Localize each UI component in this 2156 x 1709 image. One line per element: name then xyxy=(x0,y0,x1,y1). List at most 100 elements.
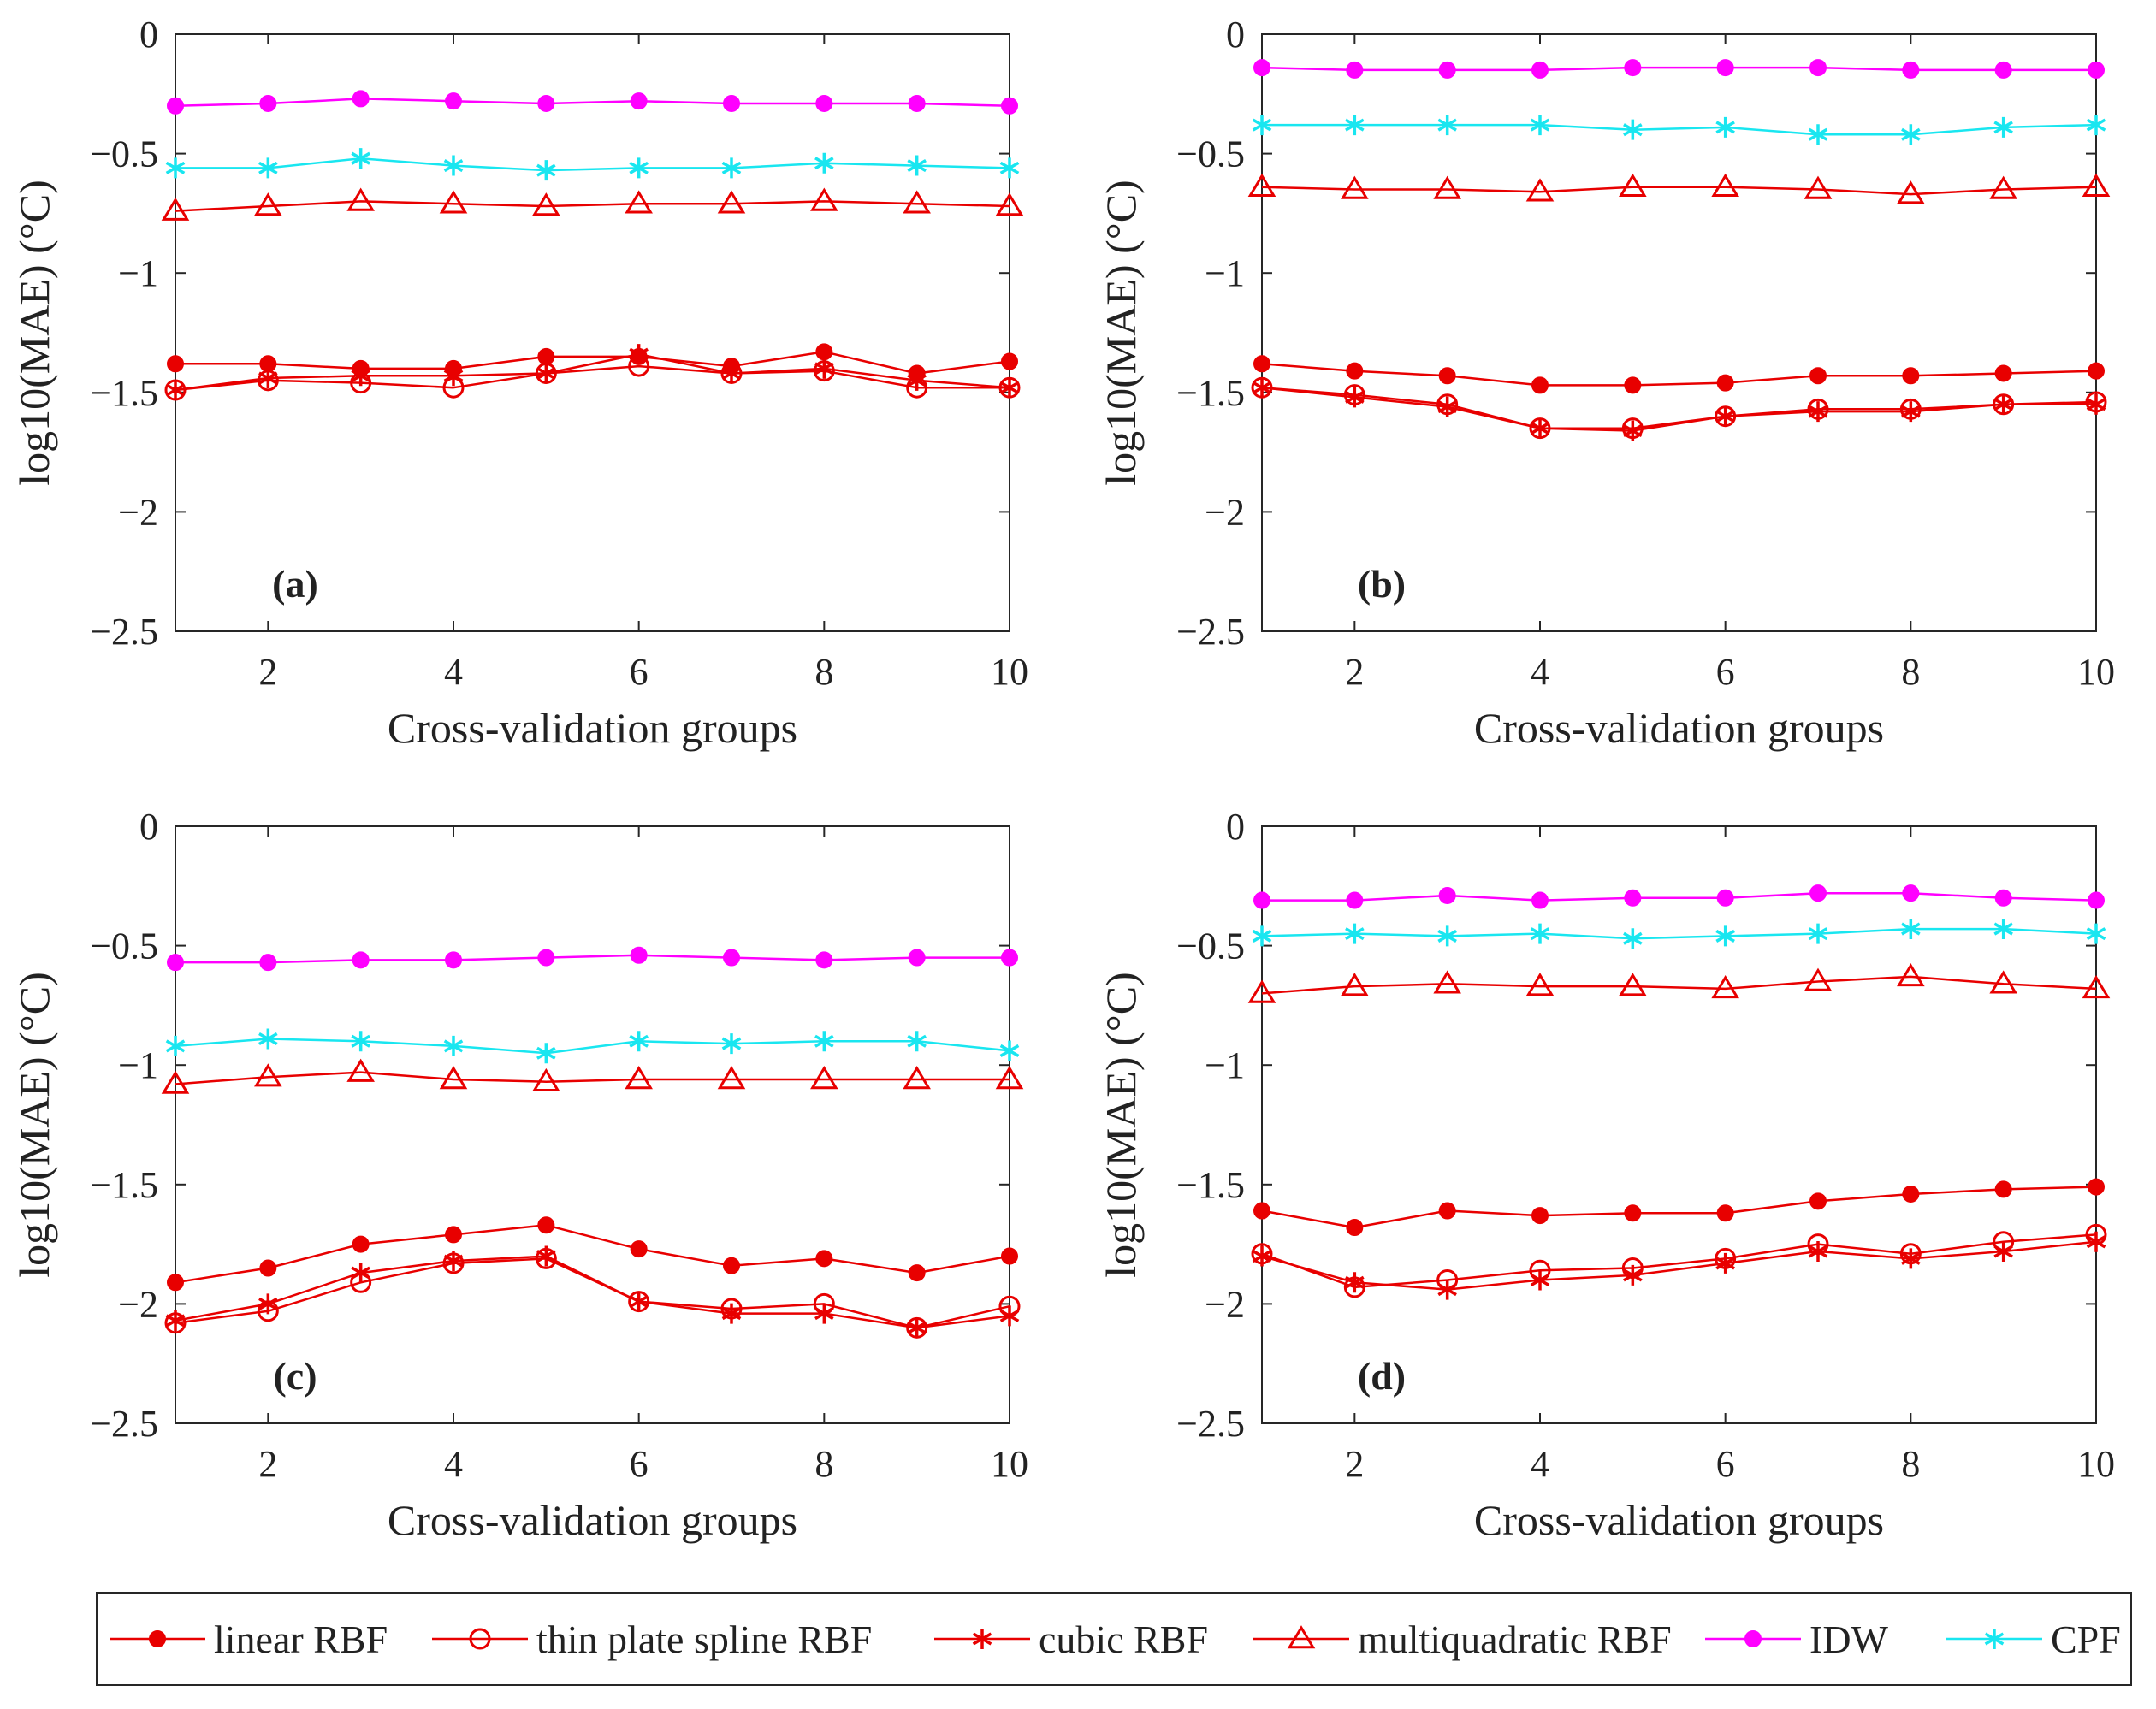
legend-marker xyxy=(1744,1630,1762,1647)
data-point xyxy=(1253,355,1270,373)
y-tick-label: −0.5 xyxy=(1176,133,1245,175)
data-point xyxy=(1897,962,1925,987)
data-point xyxy=(723,94,740,112)
data-point xyxy=(1994,1180,2012,1198)
legend-label: IDW xyxy=(1810,1617,1889,1661)
data-point xyxy=(815,343,833,361)
series-linear-rbf xyxy=(167,1216,1018,1292)
data-point xyxy=(1341,973,1369,996)
data-point xyxy=(443,1035,464,1056)
data-point xyxy=(1989,175,2017,199)
data-point xyxy=(1804,967,1833,991)
series-line xyxy=(175,1255,1010,1329)
data-point xyxy=(445,92,462,110)
data-point xyxy=(1993,393,2013,415)
data-point xyxy=(1902,61,1920,79)
x-tick-label: 4 xyxy=(1531,651,1549,693)
data-point xyxy=(630,1240,648,1258)
legend-label: cubic RBF xyxy=(1039,1617,1208,1661)
data-point xyxy=(1531,1207,1549,1225)
data-point xyxy=(537,94,555,112)
data-point xyxy=(1253,1202,1270,1220)
data-point xyxy=(258,1293,278,1315)
data-point xyxy=(723,1257,740,1274)
y-tick-label: 0 xyxy=(139,14,158,56)
data-point xyxy=(1624,1204,1642,1222)
y-tick-label: 0 xyxy=(1226,806,1245,848)
y-tick-label: −0.5 xyxy=(90,133,158,175)
x-tick-label: 8 xyxy=(1901,1443,1920,1485)
series-cubic-rbf xyxy=(165,1245,1020,1339)
data-point xyxy=(259,94,277,112)
data-point xyxy=(1711,974,1739,999)
data-point xyxy=(537,1216,555,1234)
data-point xyxy=(903,190,931,214)
legend-label: multiquadratic RBF xyxy=(1358,1617,1672,1661)
data-point xyxy=(1001,352,1018,370)
data-point xyxy=(1623,1264,1643,1286)
data-point xyxy=(814,1031,834,1052)
data-point xyxy=(167,954,184,972)
data-point xyxy=(254,1063,282,1087)
series-idw xyxy=(167,90,1018,115)
legend-item-cubic-rbf: cubic RBF xyxy=(934,1617,1208,1661)
data-point xyxy=(165,157,186,179)
data-point xyxy=(810,1066,838,1090)
data-point xyxy=(999,1305,1020,1327)
legend-marker xyxy=(972,1629,992,1649)
data-point xyxy=(999,157,1020,179)
data-point xyxy=(908,1264,926,1282)
data-point xyxy=(2086,115,2106,136)
data-point xyxy=(167,97,184,115)
x-tick-label: 2 xyxy=(258,651,277,693)
data-point xyxy=(1433,175,1461,199)
legend-marker xyxy=(1984,1629,2005,1649)
x-tick-label: 10 xyxy=(991,1443,1028,1485)
data-point xyxy=(161,197,190,221)
data-point xyxy=(1530,417,1550,439)
data-point xyxy=(259,1259,277,1277)
series-cpf xyxy=(165,148,1020,181)
data-point xyxy=(814,1303,834,1324)
y-tick-label: −2.5 xyxy=(1176,611,1245,653)
data-point xyxy=(1531,61,1549,79)
data-point xyxy=(351,365,370,387)
data-point xyxy=(532,1067,560,1091)
series-line xyxy=(175,157,1010,172)
series-line xyxy=(1261,186,2097,196)
data-point xyxy=(1001,949,1018,967)
series-cpf xyxy=(165,1028,1020,1064)
x-tick-label: 10 xyxy=(2077,651,2115,693)
data-point xyxy=(1989,970,2017,994)
data-point xyxy=(2088,1178,2105,1196)
data-point xyxy=(1624,376,1642,394)
data-point xyxy=(814,152,834,174)
data-point xyxy=(1715,405,1735,427)
legend: linear RBF thin plate spline RBF cubic RBF… xyxy=(96,1592,2132,1686)
y-axis-label: log10(MAE) (°C) xyxy=(1097,972,1145,1277)
data-point xyxy=(254,192,282,216)
y-axis-label: log10(MAE) (°C) xyxy=(10,972,58,1277)
y-tick-label: −2 xyxy=(1205,1283,1245,1325)
data-point xyxy=(1619,173,1647,197)
data-point xyxy=(445,951,462,969)
y-tick-label: −2.5 xyxy=(90,611,158,653)
data-point xyxy=(2082,974,2111,999)
data-point xyxy=(1623,928,1643,949)
y-tick-label: −0.5 xyxy=(90,925,158,967)
data-point xyxy=(439,190,468,214)
data-point xyxy=(630,946,648,964)
series-line xyxy=(175,1257,1010,1329)
data-point xyxy=(1993,1240,2013,1262)
x-tick-label: 4 xyxy=(444,651,463,693)
data-point xyxy=(1437,396,1457,417)
data-point xyxy=(629,344,649,365)
data-point xyxy=(1345,387,1365,408)
legend-item-multiquadratic-rbf: multiquadratic RBF xyxy=(1253,1617,1672,1661)
data-point xyxy=(1438,1202,1456,1220)
y-tick-label: 0 xyxy=(139,806,158,848)
data-point xyxy=(351,148,370,169)
data-point xyxy=(1253,59,1270,77)
data-point xyxy=(1901,919,1921,940)
data-point xyxy=(629,157,649,179)
